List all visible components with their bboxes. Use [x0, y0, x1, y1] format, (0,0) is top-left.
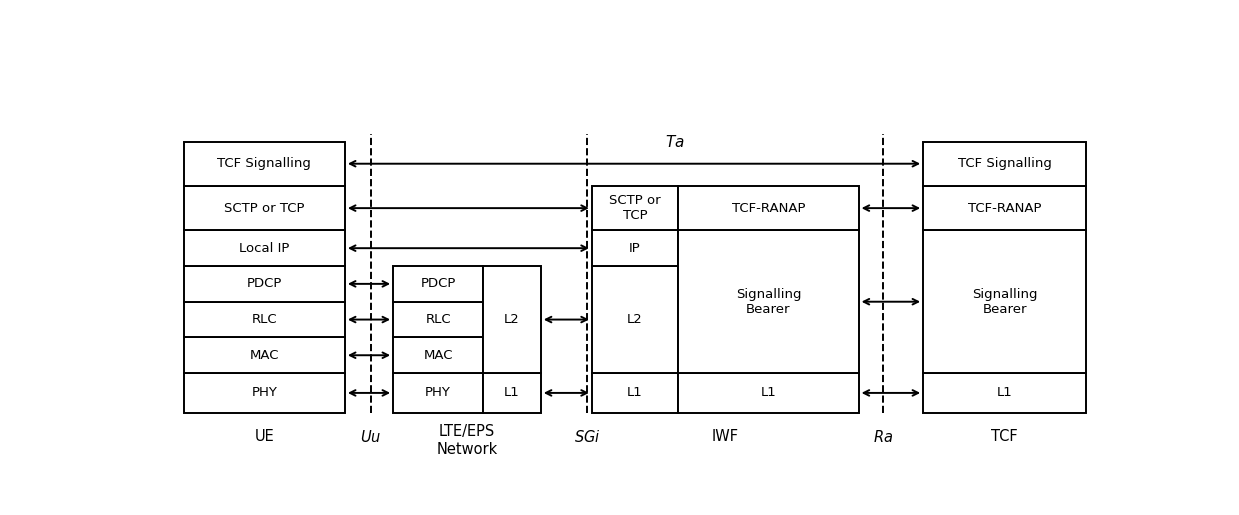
Bar	[923, 186, 1087, 230]
Text: L1: L1	[504, 386, 520, 400]
Bar	[678, 373, 859, 413]
Text: Signalling
Bearer: Signalling Bearer	[736, 288, 802, 316]
Bar	[592, 230, 678, 266]
Text: TCF Signalling: TCF Signalling	[217, 157, 311, 170]
Text: RLC: RLC	[252, 313, 278, 326]
Bar	[923, 142, 1087, 186]
Bar	[183, 373, 344, 413]
Bar	[483, 266, 541, 373]
Bar	[592, 373, 678, 413]
Bar	[592, 186, 678, 230]
Text: L2: L2	[504, 313, 520, 326]
Text: PDCP: PDCP	[247, 278, 282, 290]
Bar	[183, 186, 344, 230]
Bar	[393, 266, 483, 302]
Bar	[183, 266, 344, 302]
Bar	[393, 302, 483, 337]
Bar	[923, 373, 1087, 413]
Bar	[393, 337, 483, 373]
Text: LTE/EPS
Network: LTE/EPS Network	[436, 424, 498, 457]
Bar	[592, 266, 678, 373]
Text: TCF Signalling: TCF Signalling	[958, 157, 1052, 170]
Text: L1: L1	[627, 386, 643, 400]
Text: IWF: IWF	[711, 429, 738, 444]
Text: Local IP: Local IP	[239, 242, 290, 255]
Text: RLC: RLC	[425, 313, 451, 326]
Text: SCTP or TCP: SCTP or TCP	[224, 202, 305, 215]
Text: TCF-RANAP: TCF-RANAP	[968, 202, 1042, 215]
Bar	[183, 142, 344, 186]
Text: Signalling
Bearer: Signalling Bearer	[971, 288, 1037, 316]
Text: SCTP or
TCP: SCTP or TCP	[610, 194, 660, 222]
Text: L1: L1	[997, 386, 1012, 400]
Text: MAC: MAC	[424, 349, 453, 362]
Bar	[678, 186, 859, 230]
Bar	[183, 230, 344, 266]
Text: $Uu$: $Uu$	[361, 428, 382, 444]
Bar	[923, 230, 1087, 373]
Bar	[678, 230, 859, 373]
Text: $SGi$: $SGi$	[574, 428, 600, 444]
Bar	[393, 373, 483, 413]
Text: UE: UE	[254, 429, 274, 444]
Bar	[483, 373, 541, 413]
Text: TCF-RANAP: TCF-RANAP	[732, 202, 805, 215]
Text: L2: L2	[627, 313, 643, 326]
Text: L1: L1	[761, 386, 777, 400]
Text: $Ta$: $Ta$	[665, 134, 685, 150]
Text: $Ra$: $Ra$	[872, 428, 893, 444]
Bar	[183, 302, 344, 337]
Text: PDCP: PDCP	[420, 278, 456, 290]
Text: IP: IP	[629, 242, 641, 255]
Bar	[183, 337, 344, 373]
Text: TCF: TCF	[991, 429, 1018, 444]
Text: PHY: PHY	[252, 386, 278, 400]
Text: PHY: PHY	[425, 386, 451, 400]
Text: MAC: MAC	[249, 349, 279, 362]
